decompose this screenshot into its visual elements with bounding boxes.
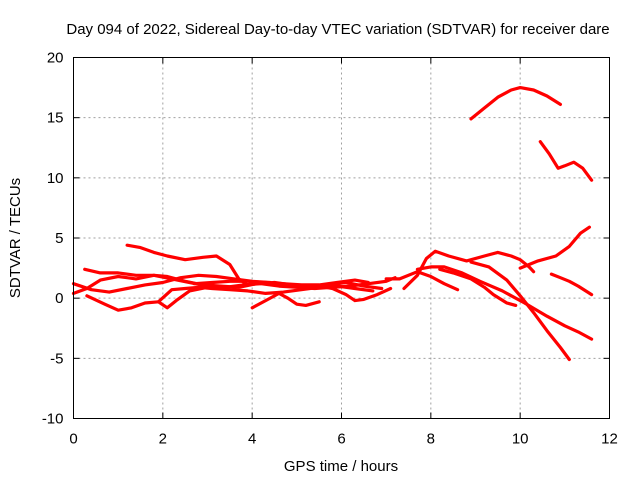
chart-title: Day 094 of 2022, Sidereal Day-to-day VTE…	[66, 21, 609, 38]
series-line-s5	[415, 265, 594, 341]
y-tick-label: 5	[55, 230, 63, 247]
y-tick-label: -5	[50, 350, 63, 367]
y-tick-label: 20	[47, 50, 64, 67]
series-line-s6	[469, 260, 571, 362]
x-axis-label: GPS time / hours	[284, 458, 398, 475]
series-line-s17	[317, 284, 393, 303]
series-line-s18	[192, 278, 370, 287]
series-line-s7	[402, 249, 536, 291]
x-tick-label: 12	[601, 431, 618, 448]
y-tick-label: 15	[47, 110, 64, 127]
series-line-s14	[85, 285, 210, 312]
series-line-s10	[125, 243, 250, 287]
series-layer	[71, 85, 594, 362]
series-line-s4	[549, 272, 594, 297]
series-line-s15	[156, 284, 375, 304]
x-tick-label: 0	[69, 431, 77, 448]
series-line-s12	[71, 273, 272, 294]
y-tick-label: 0	[55, 290, 63, 307]
y-tick-label: 10	[47, 170, 64, 187]
x-tick-label: 4	[248, 431, 256, 448]
series-line-s8	[384, 270, 460, 292]
series-line-s3	[518, 225, 592, 270]
tick-layer: 0 2 4 6 8 10 12 -10 -5 0 5 10 15 20	[42, 50, 618, 448]
x-tick-label: 10	[512, 431, 529, 448]
series-line-s1	[469, 85, 563, 121]
y-tick-label: -10	[42, 411, 64, 428]
x-tick-label: 6	[337, 431, 345, 448]
series-line-s16	[250, 291, 321, 310]
x-tick-label: 2	[159, 431, 167, 448]
y-axis-label: SDTVAR / TECUs	[7, 178, 24, 298]
x-tick-label: 8	[427, 431, 435, 448]
series-line-s2	[538, 140, 594, 182]
series-line-s9	[438, 267, 518, 307]
